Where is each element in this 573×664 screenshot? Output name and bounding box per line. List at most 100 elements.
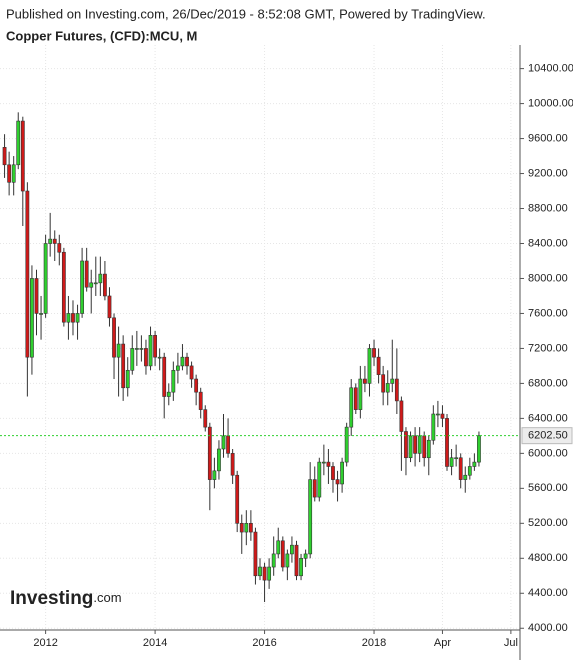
candle-body (344, 426, 349, 463)
candle-body (413, 435, 417, 454)
candle-body (112, 317, 116, 358)
y-tick-label: 9200.00 (528, 167, 568, 179)
candle-body (445, 418, 449, 467)
candle-body (221, 435, 226, 450)
y-tick-label: 8800.00 (528, 202, 568, 214)
candle-body (226, 435, 230, 454)
candle-body (399, 400, 404, 432)
candle-body (363, 378, 367, 384)
candle-body (417, 435, 422, 454)
x-tick-label: Apr (434, 637, 451, 649)
candle-body (84, 260, 89, 288)
candle-body (139, 348, 144, 350)
candle-body (253, 531, 258, 577)
y-tick-label: 4000.00 (528, 622, 568, 634)
y-tick-label: 7600.00 (528, 307, 568, 319)
candle-body (262, 566, 267, 581)
candle-body (454, 457, 459, 460)
candle-body (372, 348, 376, 358)
candle-body (71, 313, 75, 323)
candle-body (203, 409, 208, 428)
plot: 4000.00 4400.00 4800.00 5200.00 5600.00 6000.… (0, 45, 573, 660)
candle-body (43, 243, 48, 314)
candle-body (331, 466, 335, 480)
candle-body (189, 365, 194, 380)
candle-body (340, 461, 345, 485)
candle-body (212, 470, 217, 480)
candle-body (404, 431, 408, 459)
candle-body (381, 374, 386, 393)
candle-body (57, 243, 62, 253)
candle-body (449, 457, 454, 467)
candle-body (171, 369, 176, 393)
candle-body (148, 335, 153, 367)
candle-body (472, 461, 477, 467)
candle-body (335, 479, 340, 485)
candle-body (98, 273, 103, 284)
candle-body (93, 282, 98, 285)
candle-body (321, 461, 326, 464)
candle-body (290, 544, 294, 555)
candle-body (185, 356, 189, 367)
candle-body (52, 238, 57, 244)
candle-body (34, 278, 39, 314)
candle-body (308, 479, 313, 555)
candle-body (157, 356, 162, 359)
candle-body (248, 523, 253, 533)
candle-body (294, 544, 299, 577)
candle-body (376, 356, 381, 375)
candle-body (7, 164, 12, 183)
candle-body (239, 523, 244, 533)
candle-body (235, 474, 240, 524)
candle-body (280, 540, 285, 568)
candle-body (463, 474, 468, 480)
candle-body (2, 147, 7, 166)
candle-body (80, 260, 85, 314)
y-tick-label: 10000.00 (528, 97, 573, 109)
candle-body (162, 356, 167, 397)
chart-title: Copper Futures, (CFD):MCU, M (6, 28, 197, 43)
candle-body (326, 461, 331, 467)
candle-body (426, 439, 431, 459)
candle-body (75, 313, 80, 323)
candle-body (358, 378, 363, 410)
last-price-box (521, 427, 573, 445)
header: Published on Investing.com, 26/Dec/2019 … (6, 6, 486, 21)
candle-body (175, 365, 180, 371)
candle-body (244, 523, 249, 533)
candle-body (125, 369, 130, 389)
x-tick-label: 2014 (143, 637, 167, 649)
candle-body (353, 387, 358, 410)
candle-body (258, 566, 262, 577)
candle-body (303, 553, 308, 559)
candle-body (385, 383, 390, 393)
candle-body (267, 566, 272, 581)
candle-body (121, 343, 126, 389)
x-tick-label: 2012 (33, 637, 57, 649)
y-tick-label: 8000.00 (528, 272, 568, 284)
y-tick-label: 10400.00 (528, 63, 573, 75)
candle-body (435, 413, 440, 416)
y-tick-label: 6800.00 (528, 377, 568, 389)
candle-body (458, 457, 463, 480)
y-tick-label: 5600.00 (528, 482, 568, 494)
y-tick-label: 9600.00 (528, 132, 568, 144)
candle-body (276, 540, 281, 555)
x-tick-label: 2016 (252, 637, 276, 649)
candle-body (217, 448, 221, 472)
candle-body (230, 453, 235, 476)
plot-area (0, 45, 520, 630)
x-tick-label: Jul (504, 637, 518, 649)
candle-body (422, 435, 427, 459)
candle-body (271, 553, 276, 568)
candle-body (61, 251, 66, 323)
candle-body (180, 356, 185, 367)
candle-body (390, 378, 395, 384)
x-tick-label: 2018 (362, 637, 386, 649)
candle-body (394, 378, 399, 402)
candle-body (467, 466, 472, 476)
logo-text: Investing (10, 588, 93, 609)
candle-body (20, 120, 25, 192)
candle-body (107, 295, 112, 319)
